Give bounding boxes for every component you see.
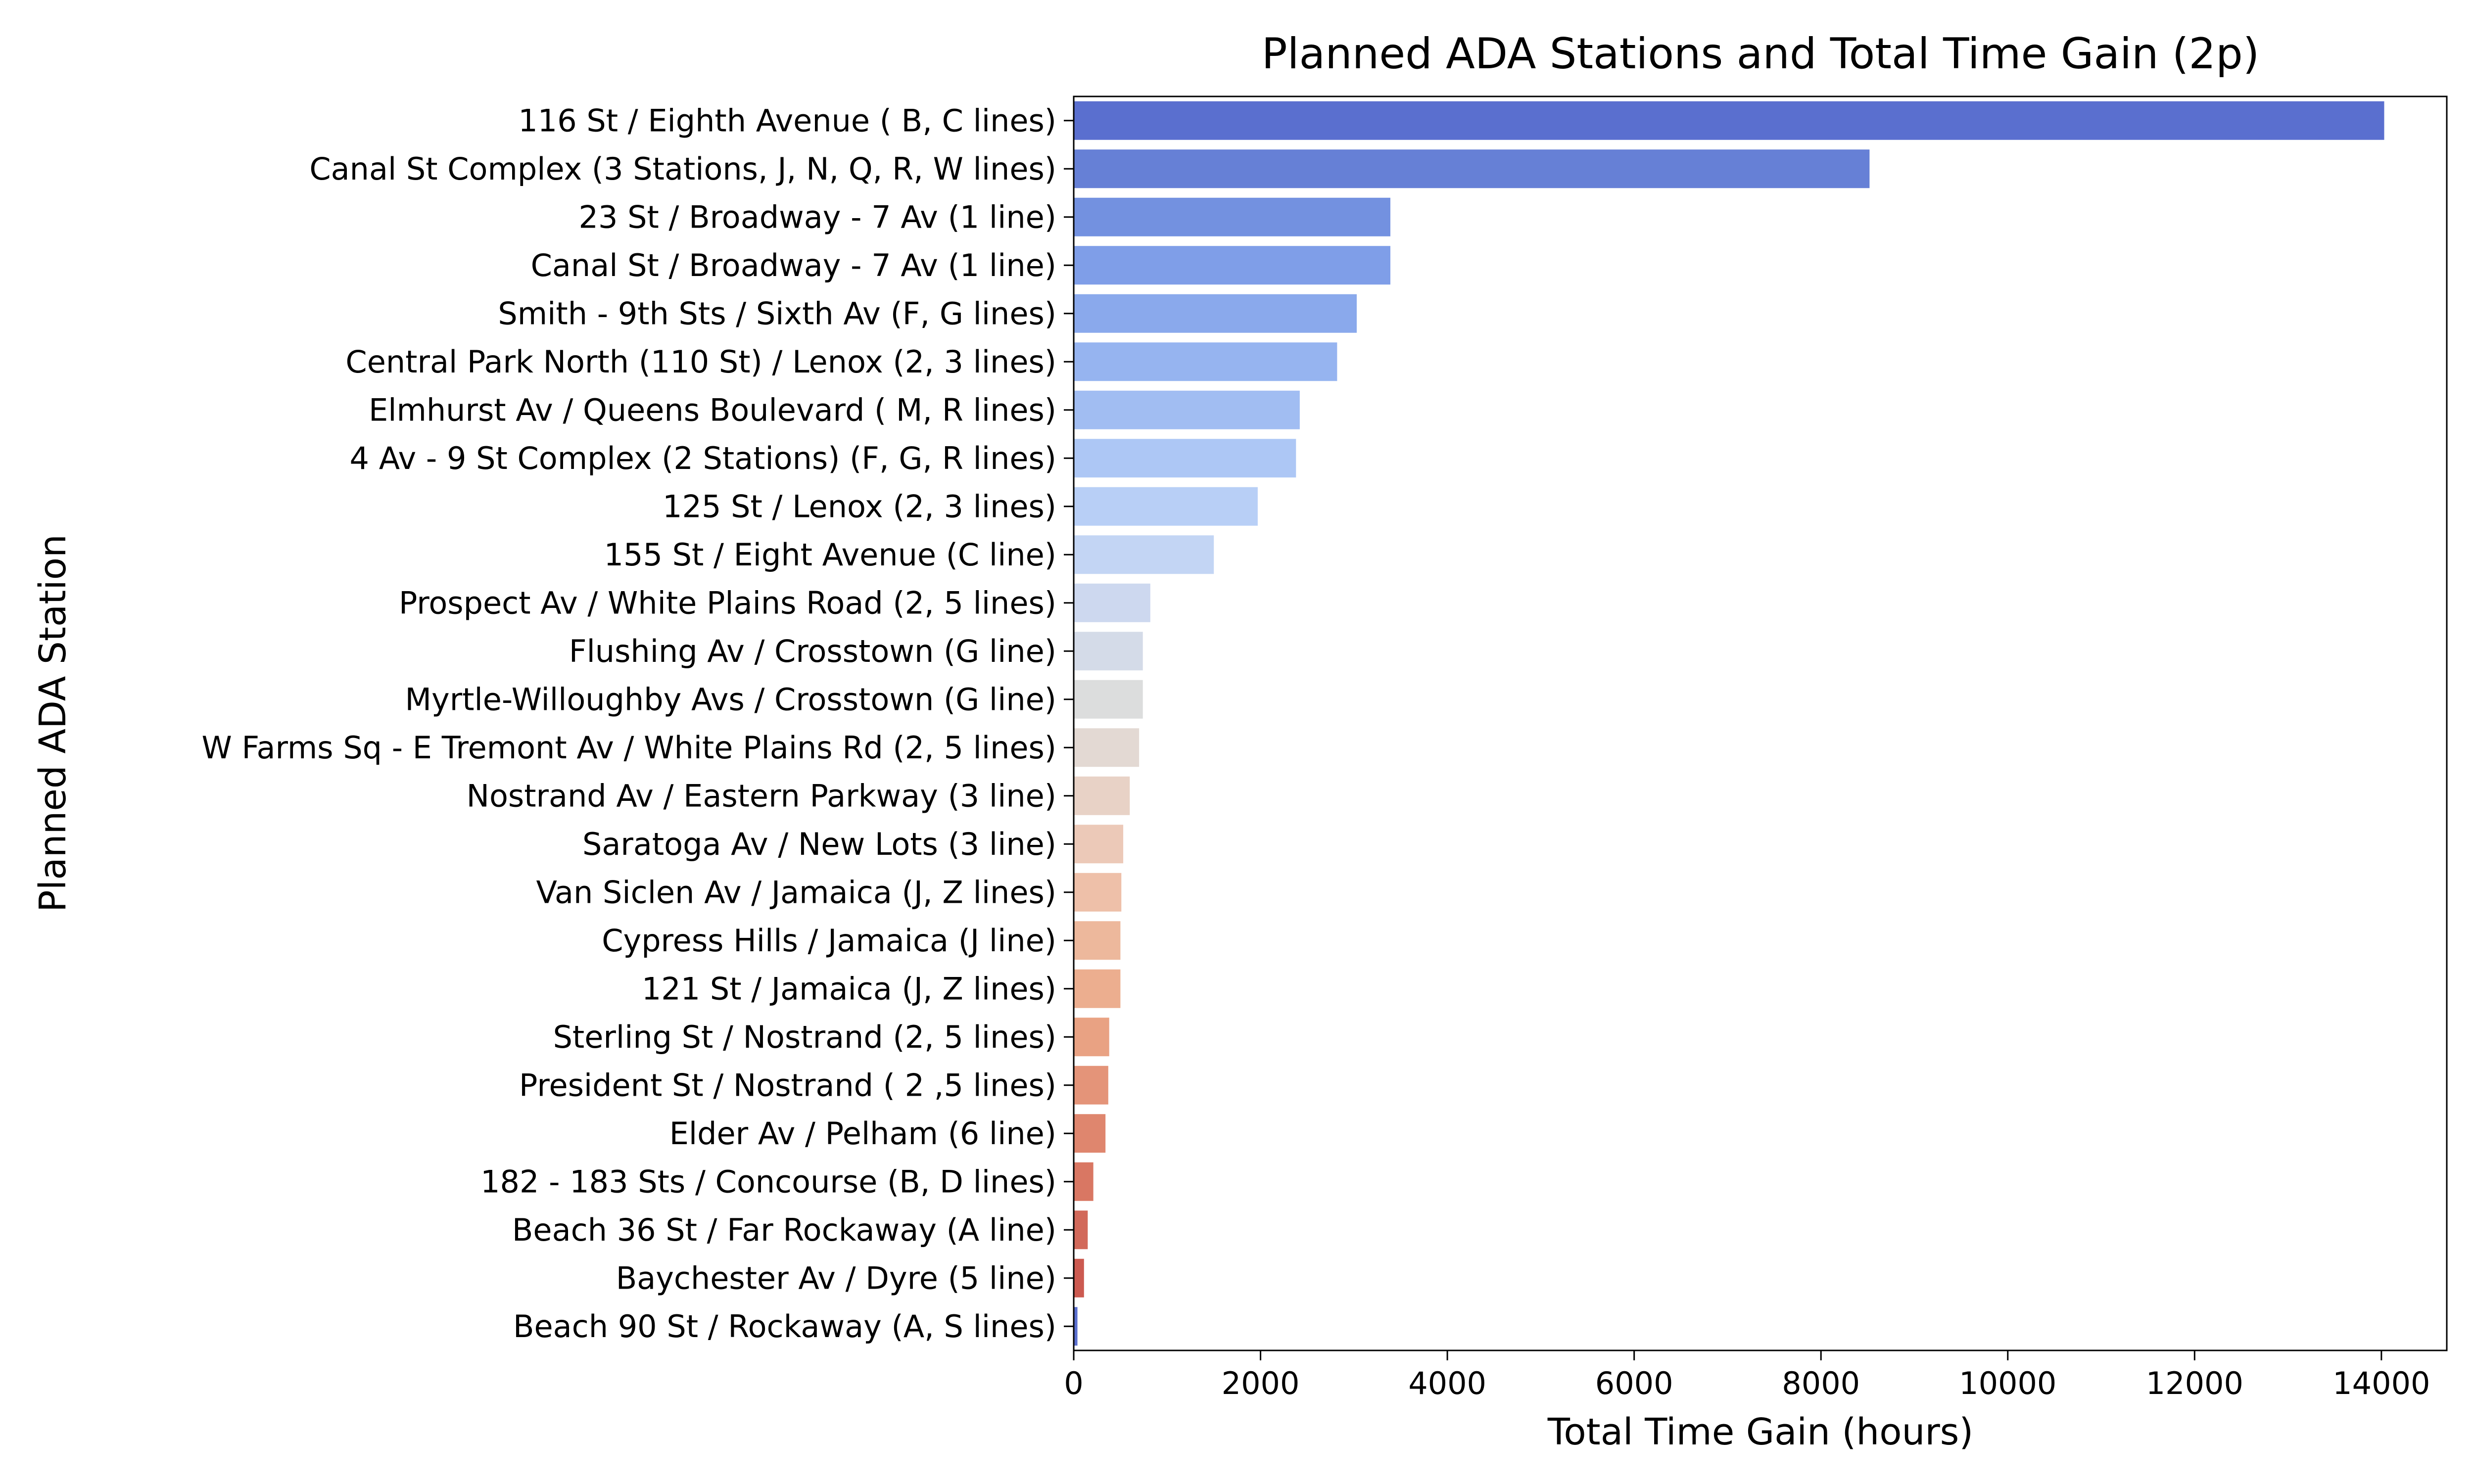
- category-labels-group: 116 St / Eighth Avenue ( B, C lines) Cana…: [202, 102, 1074, 1345]
- x-tick-label: 10000: [1959, 1365, 2056, 1401]
- bar-12: [1074, 632, 1143, 671]
- x-tick-label: 12000: [2146, 1365, 2243, 1401]
- x-tick-label: 2000: [1222, 1365, 1300, 1401]
- bar-18: [1074, 921, 1121, 960]
- y-tick-label: Canal St / Broadway - 7 Av (1 line): [531, 247, 1056, 283]
- bar-24: [1074, 1210, 1088, 1250]
- bar-11: [1074, 583, 1150, 622]
- y-tick-label: President St / Nostrand ( 2 ,5 lines): [519, 1067, 1056, 1103]
- bar-13: [1074, 680, 1143, 719]
- y-tick-label: 121 St / Jamaica (J, Z lines): [642, 971, 1056, 1007]
- bar-16: [1074, 825, 1124, 864]
- y-tick-label: 23 St / Broadway - 7 Av (1 line): [579, 199, 1056, 235]
- bar-20: [1074, 1018, 1109, 1057]
- y-tick-label: Sterling St / Nostrand (2, 5 lines): [553, 1019, 1056, 1055]
- bar-21: [1074, 1066, 1108, 1105]
- x-tick-label: 6000: [1595, 1365, 1673, 1401]
- bar-22: [1074, 1114, 1106, 1153]
- bar-17: [1074, 873, 1122, 912]
- x-tick-label: 0: [1064, 1365, 1083, 1401]
- axes-frame: [1073, 95, 2448, 1351]
- y-tick-label: Elmhurst Av / Queens Boulevard ( M, R li…: [369, 392, 1056, 428]
- y-tick-label: Saratoga Av / New Lots (3 line): [582, 826, 1056, 862]
- bar-8: [1074, 439, 1296, 478]
- y-tick-label: 116 St / Eighth Avenue ( B, C lines): [518, 102, 1056, 139]
- x-tick-label: 14000: [2332, 1365, 2430, 1401]
- y-tick-label: Beach 36 St / Far Rockaway (A line): [512, 1212, 1056, 1248]
- bar-4: [1074, 246, 1390, 285]
- bar-19: [1074, 969, 1121, 1008]
- chart-title: Planned ADA Stations and Total Time Gain…: [1262, 29, 2260, 79]
- bar-1: [1074, 101, 2384, 140]
- bar-5: [1074, 294, 1357, 333]
- y-tick-label: Elder Av / Pelham (6 line): [669, 1115, 1056, 1152]
- bar-25: [1074, 1258, 1084, 1298]
- bar-3: [1074, 197, 1390, 236]
- x-tick-label: 8000: [1782, 1365, 1860, 1401]
- y-tick-label: W Farms Sq - E Tremont Av / White Plains…: [202, 730, 1056, 766]
- y-tick-label: Myrtle-Willoughby Avs / Crosstown (G lin…: [405, 681, 1056, 717]
- bar-6: [1074, 342, 1337, 381]
- y-tick-label: Central Park North (110 St) / Lenox (2, …: [345, 344, 1056, 380]
- y-tick-label: Nostrand Av / Eastern Parkway (3 line): [467, 778, 1056, 814]
- x-tick-label: 4000: [1408, 1365, 1486, 1401]
- y-tick-label: Baychester Av / Dyre (5 line): [616, 1260, 1056, 1296]
- bar-15: [1074, 776, 1130, 815]
- bars-group: [1074, 101, 2384, 1346]
- y-tick-label: Prospect Av / White Plains Road (2, 5 li…: [399, 585, 1056, 621]
- y-tick-label: Smith - 9th Sts / Sixth Av (F, G lines): [498, 295, 1056, 331]
- y-tick-label: 155 St / Eight Avenue (C line): [604, 537, 1056, 573]
- bar-23: [1074, 1162, 1094, 1201]
- y-tick-label: 182 - 183 Sts / Concourse (B, D lines): [480, 1163, 1056, 1200]
- bar-26: [1074, 1307, 1078, 1346]
- bar-14: [1074, 728, 1140, 767]
- x-axis-label: Total Time Gain (hours): [1547, 1411, 1973, 1453]
- y-tick-label: 4 Av - 9 St Complex (2 Stations) (F, G, …: [350, 440, 1056, 476]
- y-tick-label: Cypress Hills / Jamaica (J line): [602, 923, 1056, 959]
- y-tick-label: Canal St Complex (3 Stations, J, N, Q, R…: [309, 151, 1056, 187]
- bar-10: [1074, 535, 1214, 574]
- y-tick-label: Beach 90 St / Rockaway (A, S lines): [513, 1308, 1056, 1345]
- y-tick-label: Van Siclen Av / Jamaica (J, Z lines): [536, 874, 1056, 910]
- bar-9: [1074, 487, 1258, 526]
- y-axis-label: Planned ADA Station: [32, 534, 74, 912]
- bar-7: [1074, 390, 1300, 429]
- y-tick-label: Flushing Av / Crosstown (G line): [569, 633, 1056, 669]
- bar-2: [1074, 149, 1870, 188]
- y-tick-label: 125 St / Lenox (2, 3 lines): [663, 488, 1056, 524]
- x-ticks-group: 0 2000 4000 6000 8000 10000 12000 14000: [1064, 1350, 2430, 1401]
